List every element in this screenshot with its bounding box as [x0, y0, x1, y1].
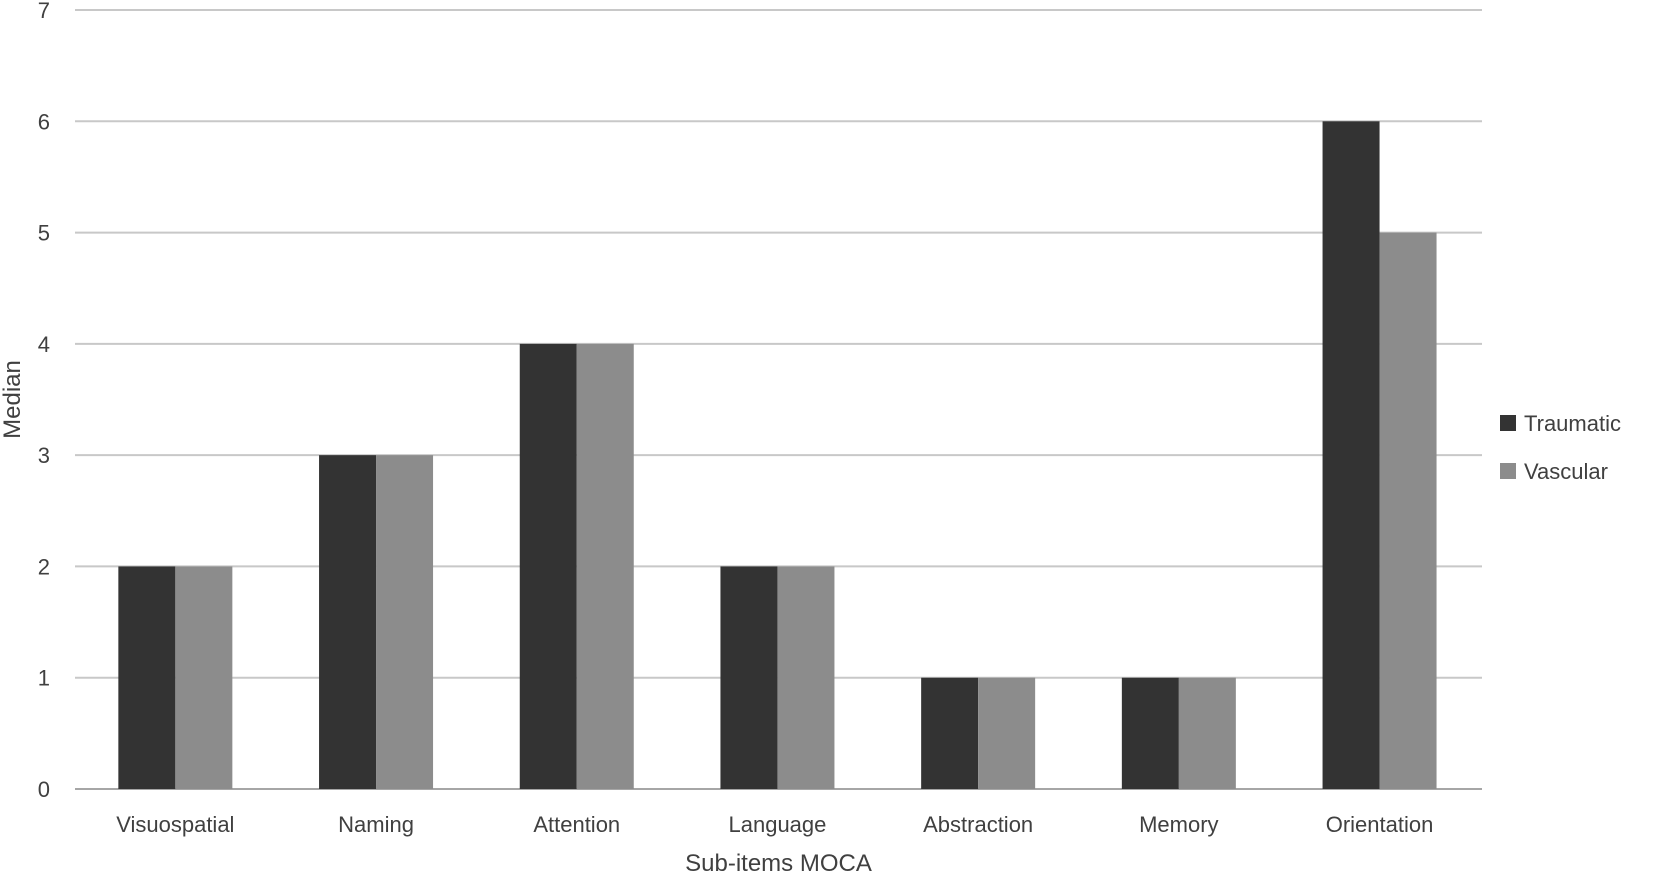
x-category-labels: Visuospatial Naming Attention Language Abstr…: [116, 812, 1433, 837]
bar-traumatic-language: [720, 566, 778, 789]
bar-traumatic-visuospatial: [118, 566, 176, 789]
bar-vascular-visuospatial: [175, 566, 233, 789]
legend: Traumatic Vascular: [1500, 411, 1621, 484]
x-category-label: Attention: [533, 812, 620, 837]
bar-vascular-language: [777, 566, 835, 789]
legend-swatch-traumatic: [1500, 415, 1516, 431]
legend-label-traumatic: Traumatic: [1524, 411, 1621, 436]
bar-traumatic-naming: [319, 455, 377, 789]
bar-traumatic-orientation: [1322, 121, 1380, 790]
y-tick-label: 1: [38, 666, 50, 691]
x-category-label: Abstraction: [923, 812, 1033, 837]
y-axis-title: Median: [0, 360, 26, 439]
legend-label-vascular: Vascular: [1524, 459, 1608, 484]
x-category-label: Visuospatial: [116, 812, 234, 837]
y-tick-label: 3: [38, 443, 50, 468]
bar-vascular-abstraction: [978, 677, 1036, 789]
legend-swatch-vascular: [1500, 463, 1516, 479]
y-tick-label: 6: [38, 109, 50, 134]
x-category-label: Memory: [1139, 812, 1218, 837]
bar-vascular-attention: [576, 343, 634, 789]
y-tick-label: 0: [38, 777, 50, 802]
bar-vascular-orientation: [1379, 232, 1437, 790]
y-tick-label: 4: [38, 332, 50, 357]
x-axis-title: Sub-items MOCA: [685, 850, 872, 877]
bar-traumatic-abstraction: [921, 677, 979, 789]
bar-vascular-memory: [1178, 677, 1236, 789]
y-tick-label: 5: [38, 221, 50, 246]
y-tick-label: 7: [38, 0, 50, 23]
x-category-label: Naming: [338, 812, 414, 837]
bars: [118, 121, 1437, 790]
y-tick-labels: 0 1 2 3 4 5 6 7: [38, 0, 50, 802]
bar-traumatic-memory: [1121, 677, 1179, 789]
bar-traumatic-attention: [519, 343, 577, 789]
bar-vascular-naming: [376, 455, 434, 789]
x-category-label: Language: [729, 812, 827, 837]
x-category-label: Orientation: [1326, 812, 1434, 837]
y-tick-label: 2: [38, 554, 50, 579]
